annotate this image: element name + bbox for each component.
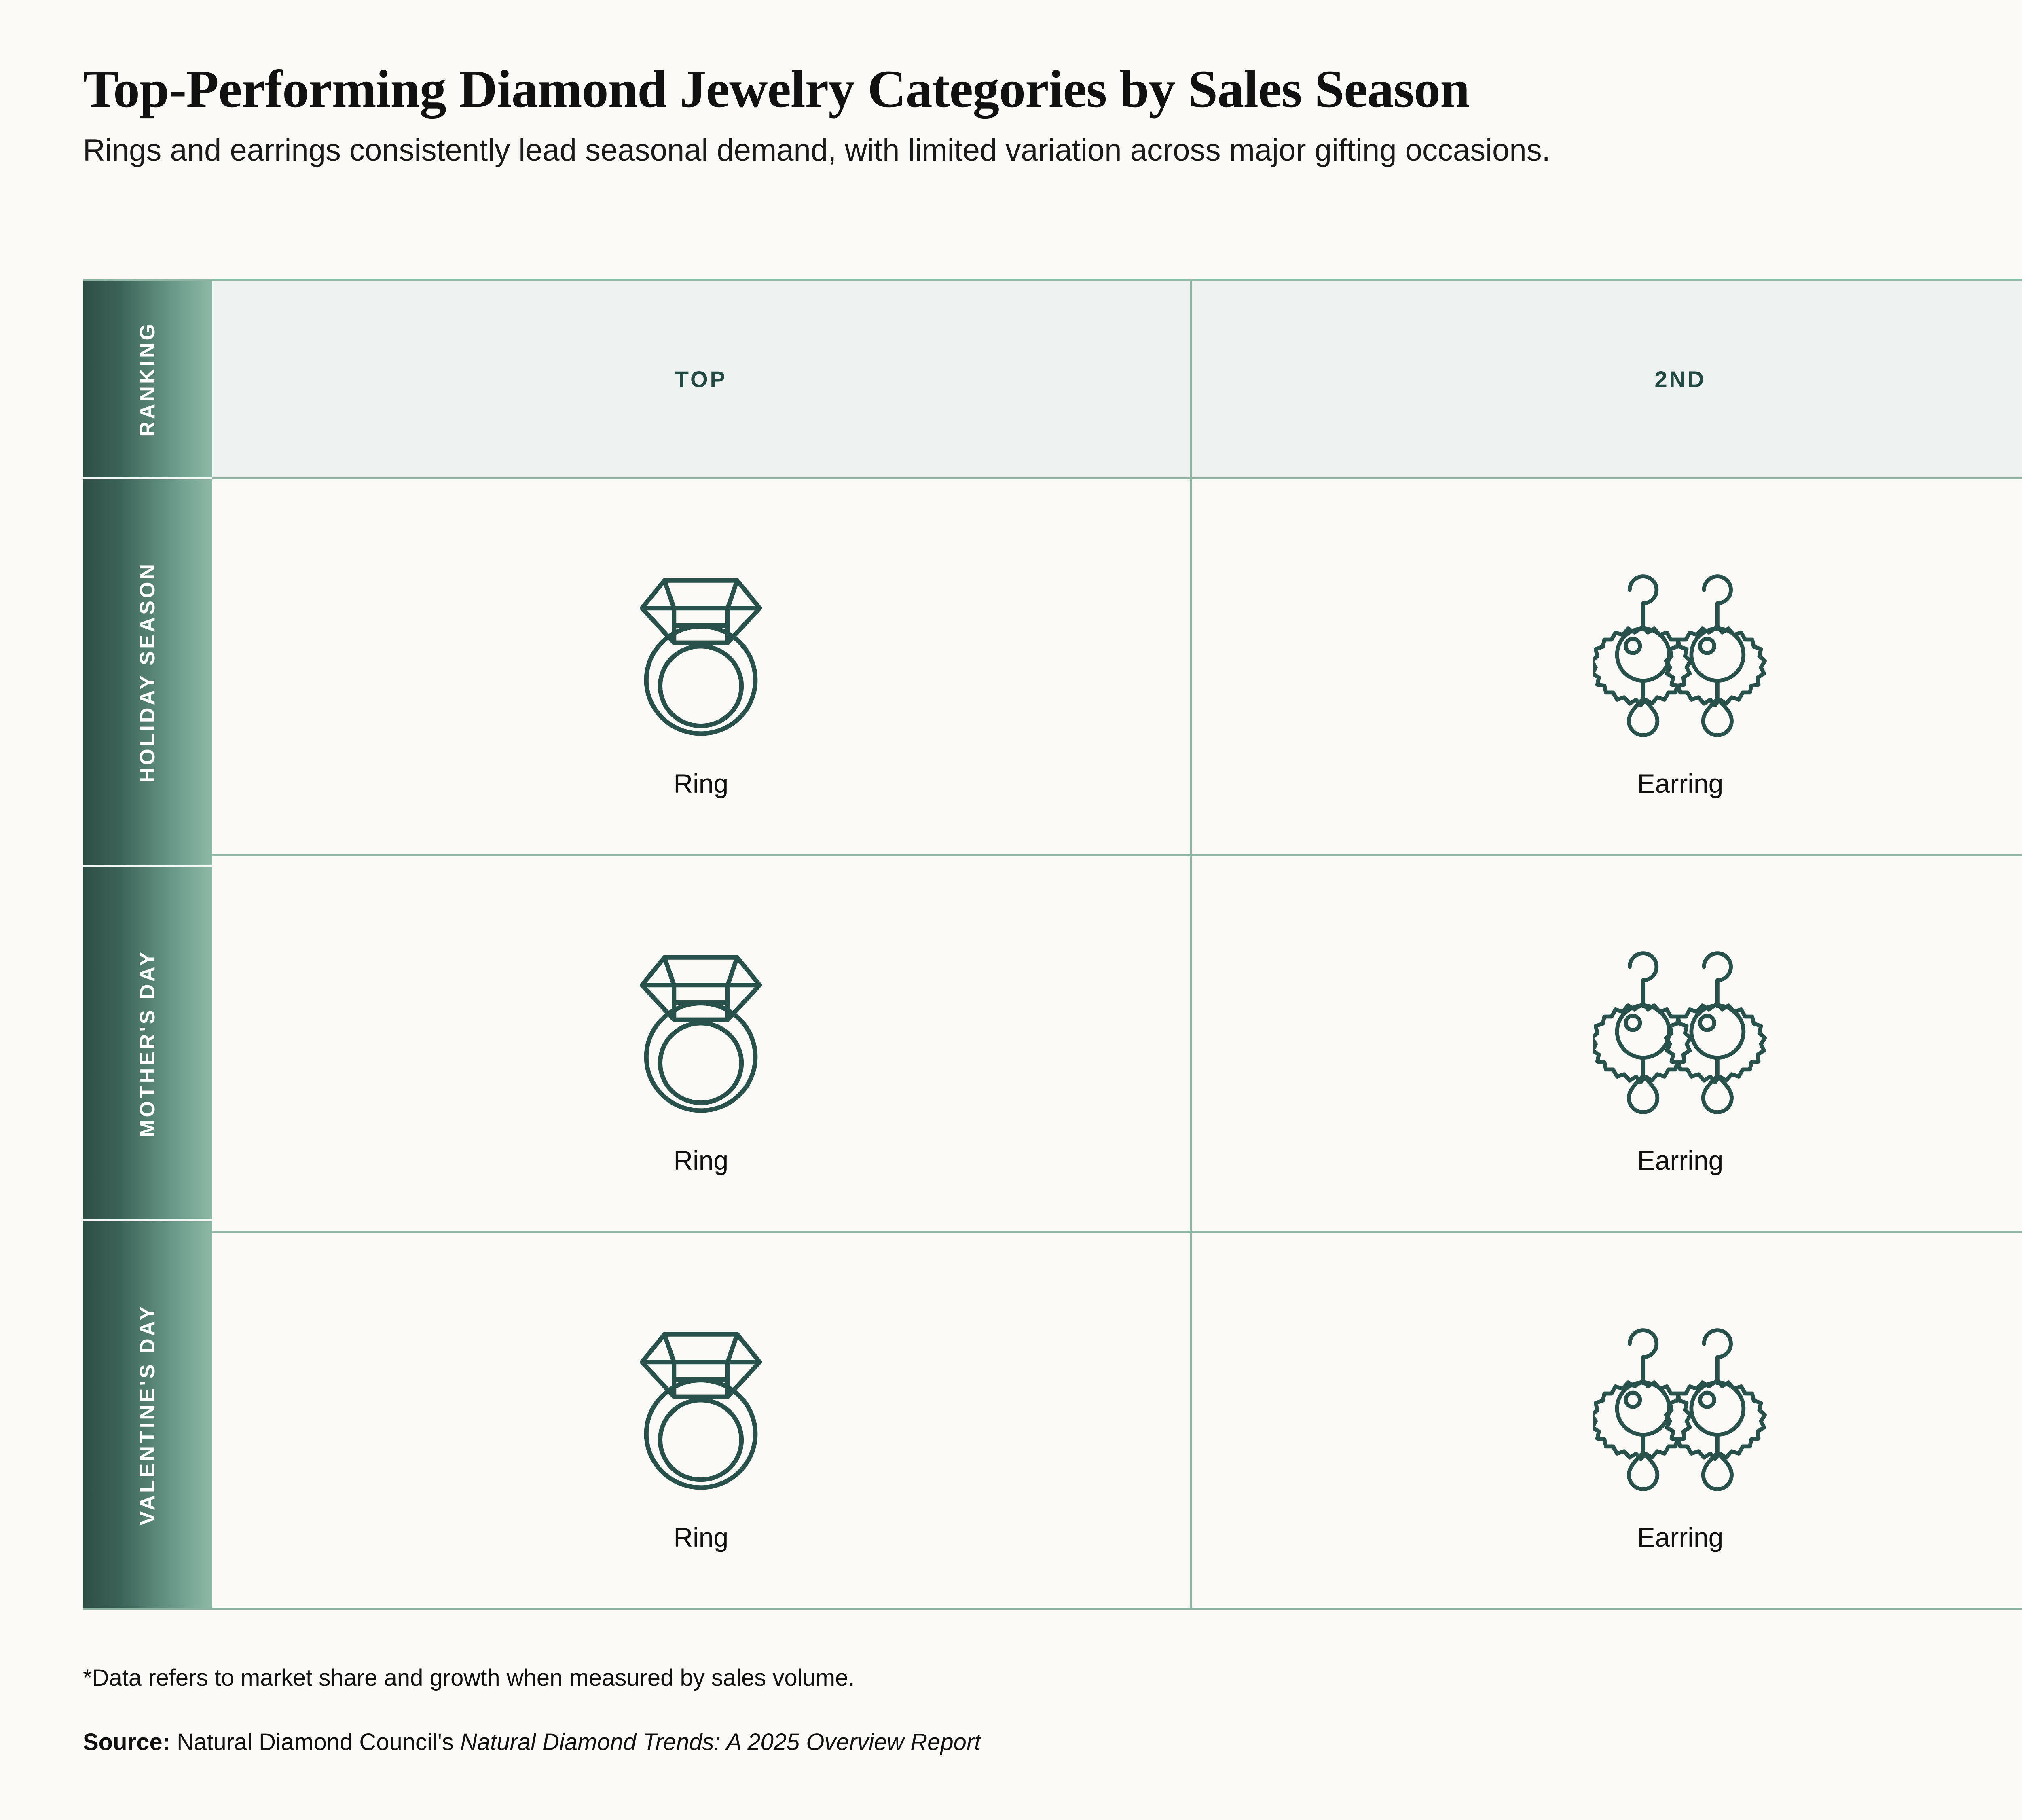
ring-icon xyxy=(614,1288,788,1515)
rail-header-label: RANKING xyxy=(136,322,159,437)
cell-label: Earring xyxy=(1637,1522,1724,1552)
cell-valentines-2nd: Earring xyxy=(1189,1233,2022,1608)
footnote: *Data refers to market share and growth … xyxy=(83,1665,855,1691)
page-subtitle: Rings and earrings consistently lead sea… xyxy=(83,133,1550,167)
column-header-2nd: 2ND xyxy=(1189,281,2022,477)
header: Top-Performing Diamond Jewelry Categorie… xyxy=(83,61,2022,169)
earring-icon xyxy=(1593,911,1767,1138)
rail-header-cell: RANKING xyxy=(83,281,212,477)
column-header-top: TOP xyxy=(212,281,1190,477)
cell-holiday-2nd: Earring xyxy=(1189,479,2022,854)
ring-icon xyxy=(614,534,788,761)
cell-label: Ring xyxy=(673,768,729,799)
cell-mothers-2nd: Earring xyxy=(1189,856,2022,1231)
season-rail: RANKING HOLIDAY SEASON MOTHER'S DAY VALE… xyxy=(83,281,212,1608)
rankings-table: RANKING HOLIDAY SEASON MOTHER'S DAY VALE… xyxy=(83,279,2022,1610)
source-line: Source: Natural Diamond Council's Natura… xyxy=(83,1729,2022,1756)
table-row: Ring xyxy=(212,854,2022,1231)
column-header-label: 2ND xyxy=(1654,366,1706,392)
table-header-row: TOP 2ND 3RD xyxy=(212,281,2022,477)
cell-holiday-top: Ring xyxy=(212,479,1190,854)
source-label: Source: xyxy=(83,1729,170,1755)
table-row: Ring xyxy=(212,477,2022,854)
cell-label: Earring xyxy=(1637,768,1724,799)
ring-icon xyxy=(614,911,788,1138)
page-title: Top-Performing Diamond Jewelry Categorie… xyxy=(83,59,1470,119)
cell-label: Ring xyxy=(673,1145,729,1175)
rail-cell-holiday-season: HOLIDAY SEASON xyxy=(83,477,212,865)
footer: *Data refers to market share and growth … xyxy=(83,1664,2022,1756)
source-title: Natural Diamond Trends: A 2025 Overview … xyxy=(460,1729,981,1755)
table-row: Ring xyxy=(212,1231,2022,1608)
column-header-label: TOP xyxy=(675,366,727,392)
cell-label: Earring xyxy=(1637,1145,1724,1175)
rail-cell-valentines-day: VALENTINE'S DAY xyxy=(83,1219,212,1608)
cell-label: Ring xyxy=(673,1522,729,1552)
season-label-valentines: VALENTINE'S DAY xyxy=(136,1304,159,1526)
cell-valentines-top: Ring xyxy=(212,1233,1190,1608)
earring-icon xyxy=(1593,534,1767,761)
earring-icon xyxy=(1593,1288,1767,1515)
rail-cell-mothers-day: MOTHER'S DAY xyxy=(83,865,212,1220)
cell-mothers-top: Ring xyxy=(212,856,1190,1231)
season-label-mothers: MOTHER'S DAY xyxy=(136,949,159,1137)
table-grid: TOP 2ND 3RD xyxy=(212,281,2022,1608)
season-label-holiday: HOLIDAY SEASON xyxy=(136,561,159,783)
source-org: Natural Diamond Council's xyxy=(170,1729,460,1755)
